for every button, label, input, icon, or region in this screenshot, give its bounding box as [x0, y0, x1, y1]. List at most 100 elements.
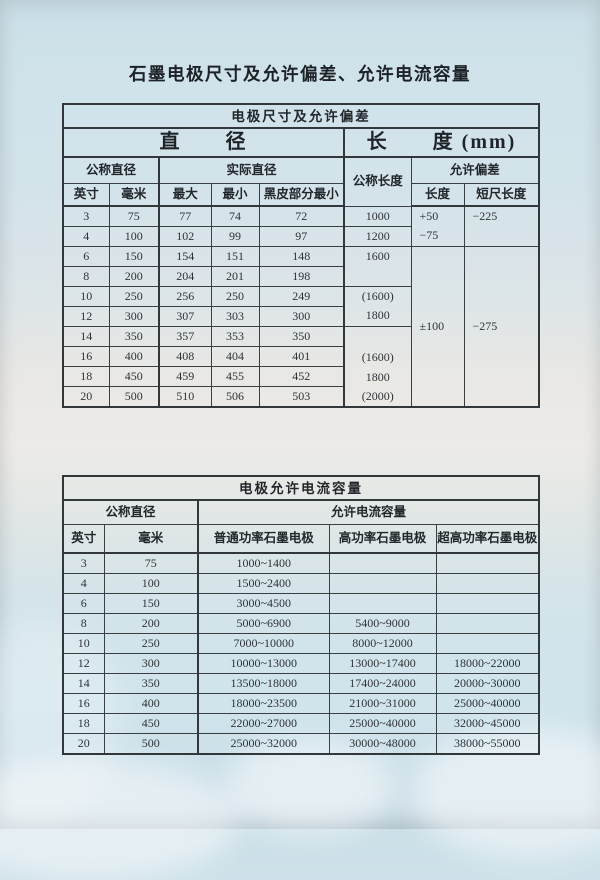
table-cell: 75 — [103, 552, 199, 574]
table-cell: 307 — [158, 306, 212, 327]
table-cell: 150 — [108, 246, 160, 267]
length-line: (1600) — [361, 350, 394, 365]
nominal-length-header: 公称长度 — [343, 156, 412, 207]
table-cell: 151 — [210, 246, 260, 267]
table-cell — [435, 552, 540, 574]
nominal-diameter-header: 公称直径 — [62, 156, 160, 184]
table-row: 英寸 毫米 最大 最小 黑皮部分最小 长度 短尺长度 — [62, 183, 540, 207]
table-cell: 25000~40000 — [328, 713, 437, 734]
table-cell: 401 — [258, 346, 345, 367]
table-cell: 455 — [210, 366, 260, 387]
table-cell: 99 — [210, 226, 260, 247]
table-row: 14 350 357 353 350 (1600) 1800 (2000) — [62, 326, 539, 408]
table-cell: 77 — [158, 205, 212, 227]
nominal-length-cell: (1600) 1800 (2000) — [343, 326, 412, 408]
table-cell: 350 — [108, 326, 160, 347]
col-header-regular-power: 普通功率石墨电极 — [197, 524, 330, 554]
table-row: 3 75 77 74 72 1000 +50 −75 −225 — [62, 205, 540, 247]
table-row: 4 100 1500~2400 — [62, 573, 540, 594]
dimension-deviation-table: 电极尺寸及允许偏差 直 径 长 度 (mm) 公称直径 实际直径 公称长度 允许… — [62, 103, 540, 408]
table-cell: 200 — [108, 266, 160, 287]
table-cell: 459 — [158, 366, 212, 387]
table-row: 8 200 204 201 198 — [62, 266, 539, 287]
col-header-ultra-high-power: 超高功率石墨电极 — [435, 524, 540, 554]
table-cell: 20000~30000 — [435, 673, 540, 694]
col-header-black-min: 黑皮部分最小 — [258, 183, 345, 207]
table-row: 20 500 25000~32000 30000~48000 38000~550… — [62, 733, 540, 755]
table-row: 12 300 307 303 300 — [62, 306, 539, 327]
table-cell: 22000~27000 — [197, 713, 330, 734]
table-cell: 300 — [108, 306, 160, 327]
table-cell — [435, 573, 540, 594]
table-cell: 250 — [108, 286, 160, 307]
table-cell — [328, 552, 437, 574]
table1-title: 电极尺寸及允许偏差 — [62, 103, 540, 129]
short-length-cell: −225 — [463, 205, 540, 247]
nominal-length-cell: 1000 — [343, 205, 412, 227]
col-header-inch: 英寸 — [62, 183, 110, 207]
table-row: 20 500 510 506 503 — [62, 386, 539, 408]
table-cell: 10 — [62, 286, 110, 307]
table-cell: 404 — [210, 346, 260, 367]
table-cell: 150 — [103, 593, 199, 614]
col-header-short-length: 短尺长度 — [463, 183, 540, 207]
table-cell: 17400~24000 — [328, 673, 437, 694]
table-row: 3 75 1000~1400 — [62, 552, 540, 574]
nominal-length-cell: (1600) 1800 — [343, 286, 412, 327]
table-row: 10 250 256 250 249 (1600) 1800 — [62, 286, 539, 327]
deviation-line: −75 — [419, 228, 439, 243]
table-cell: 1500~2400 — [197, 573, 330, 594]
table-row: 18 450 22000~27000 25000~40000 32000~450… — [62, 713, 540, 734]
table-row: 6 150 154 151 148 1600 ±100 −275 — [62, 246, 540, 408]
table-cell: 14 — [62, 673, 105, 694]
col-header-length: 长度 — [410, 183, 465, 207]
paper-highlight-blob — [0, 760, 240, 880]
table-cell: 16 — [62, 693, 105, 714]
table-cell: 21000~31000 — [328, 693, 437, 714]
table-cell: 5400~9000 — [328, 613, 437, 634]
table-cell: 450 — [108, 366, 160, 387]
table-cell: 8 — [62, 613, 105, 634]
length-line: (2000) — [361, 388, 394, 403]
table-cell: 4 — [62, 573, 105, 594]
allowed-deviation-header: 允许偏差 — [410, 156, 540, 184]
table-cell: 102 — [158, 226, 212, 247]
table-cell: 154 — [158, 246, 212, 267]
table-cell: 3 — [62, 552, 105, 574]
table-cell: 6 — [62, 246, 110, 267]
table-cell: 350 — [103, 673, 199, 694]
diameter-group-header: 直 径 — [62, 127, 345, 158]
table-cell: 97 — [258, 226, 345, 247]
table-cell: 300 — [103, 653, 199, 674]
table-cell: 201 — [210, 266, 260, 287]
table-cell: 13500~18000 — [197, 673, 330, 694]
table-row: 公称直径 允许电流容量 — [62, 499, 540, 525]
col-header-min: 最小 — [210, 183, 260, 207]
deviation-cell: ±100 — [410, 246, 465, 408]
current-capacity-table: 电极允许电流容量 公称直径 允许电流容量 英寸 毫米 普通功率石墨电极 高功率石… — [62, 475, 541, 755]
table-cell: 25000~40000 — [435, 693, 540, 714]
col-header-max: 最大 — [158, 183, 212, 207]
table-cell: 400 — [108, 346, 160, 367]
table-cell: 400 — [103, 693, 199, 714]
table-cell: 72 — [258, 205, 345, 227]
table-cell: 14 — [62, 326, 110, 347]
table-cell: 74 — [210, 205, 260, 227]
table-row: 16 400 408 404 401 — [62, 346, 539, 367]
table-cell: 300 — [258, 306, 345, 327]
table-cell: 75 — [108, 205, 160, 227]
table-cell: 30000~48000 — [328, 733, 437, 755]
table-row: 16 400 18000~23500 21000~31000 25000~400… — [62, 693, 540, 714]
table-cell: 10 — [62, 633, 105, 654]
table-cell: 8 — [62, 266, 110, 287]
table-cell: 148 — [258, 246, 345, 267]
short-length-cell: −275 — [463, 246, 540, 408]
table-cell: 12 — [62, 306, 110, 327]
table-cell: 5000~6900 — [197, 613, 330, 634]
table2-title: 电极允许电流容量 — [62, 475, 540, 501]
table-cell: 25000~32000 — [197, 733, 330, 755]
table-cell: 4 — [62, 226, 110, 247]
table-cell: 3000~4500 — [197, 593, 330, 614]
deviation-cell: +50 −75 — [410, 205, 465, 247]
col-header-mm: 毫米 — [108, 183, 160, 207]
